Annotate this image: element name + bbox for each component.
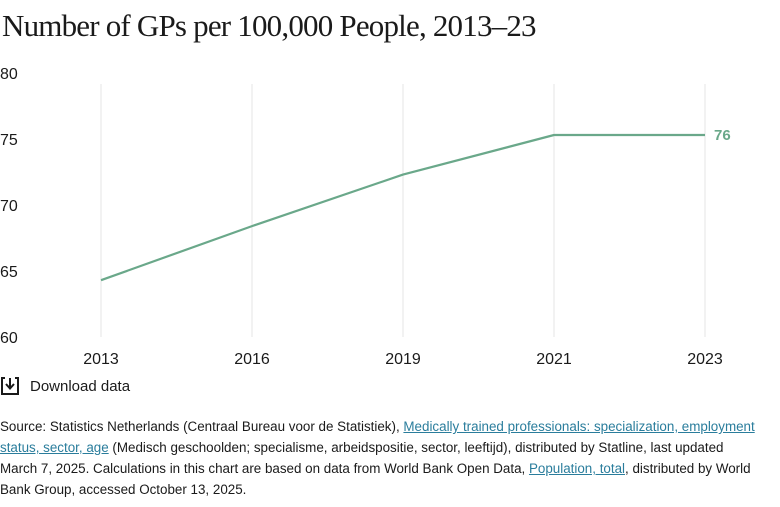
download-icon — [1, 377, 19, 395]
download-data-label: Download data — [30, 377, 131, 395]
x-tick-label-2013: 2013 — [83, 351, 119, 368]
x-tick-label-2019: 2019 — [385, 351, 421, 368]
source-note: Source: Statistics Netherlands (Centraal… — [0, 416, 762, 500]
x-tick-label-2016: 2016 — [234, 351, 270, 368]
y-tick-label-70: 70 — [0, 198, 18, 215]
y-tick-label-80: 80 — [0, 66, 18, 83]
x-tick-label-2021: 2021 — [536, 351, 572, 368]
source-link-population[interactable]: Population, total — [528, 461, 626, 476]
y-tick-label-65: 65 — [0, 264, 18, 281]
download-data-button[interactable]: Download data — [0, 376, 130, 396]
x-tick-label-2023: 2023 — [687, 351, 723, 368]
chart-title: Number of GPs per 100,000 People, 2013–2… — [2, 8, 537, 43]
source-middle: (Medisch geschoolden; specialisme, arbei… — [0, 440, 724, 476]
source-prefix: Source: Statistics Netherlands (Centraal… — [0, 419, 404, 434]
source-link-medical-professionals[interactable]: Medically trained professionals: special… — [0, 419, 755, 455]
line-chart: 60 65 70 75 80 2013 2016 2019 2021 2023 76 — [0, 66, 731, 368]
series-line-0 — [100, 133, 705, 282]
end-value-label: 76 — [714, 127, 731, 144]
source-suffix: , distributed by World Bank Group, acces… — [0, 461, 751, 497]
y-tick-label-75: 75 — [0, 132, 18, 149]
y-tick-label-60: 60 — [0, 330, 18, 347]
